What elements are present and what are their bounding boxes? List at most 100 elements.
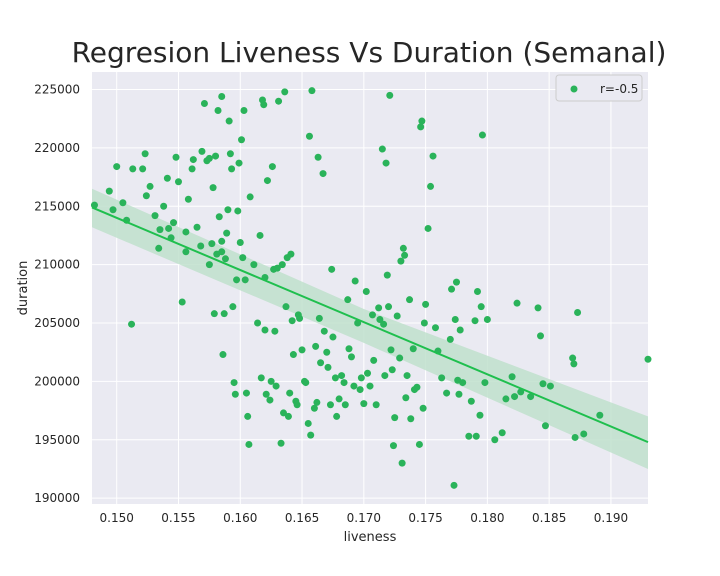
data-point	[109, 206, 117, 214]
data-point	[471, 317, 479, 325]
data-point	[139, 165, 147, 173]
legend-box	[555, 74, 643, 102]
y-tick-label: 195000	[34, 433, 80, 447]
data-point	[406, 296, 414, 304]
data-point	[644, 355, 652, 363]
y-tick-label: 220000	[34, 141, 80, 155]
data-point	[452, 278, 460, 286]
data-point	[282, 303, 290, 311]
data-point	[424, 224, 432, 232]
data-point	[478, 131, 486, 139]
data-point	[455, 390, 463, 398]
data-point	[399, 244, 407, 252]
data-point	[527, 393, 535, 401]
data-point	[209, 184, 217, 192]
y-tick-label: 210000	[34, 258, 80, 272]
data-point	[570, 360, 578, 368]
y-tick-label: 225000	[34, 83, 80, 97]
data-point	[476, 411, 484, 419]
data-point	[272, 382, 280, 390]
data-point	[218, 237, 226, 245]
data-point	[422, 300, 430, 308]
data-point	[438, 374, 446, 382]
data-point	[128, 320, 136, 328]
data-point	[345, 345, 353, 353]
data-point	[539, 380, 547, 388]
data-point	[278, 261, 286, 269]
data-point	[260, 101, 268, 109]
data-point	[172, 153, 180, 161]
data-point	[219, 351, 227, 359]
data-point	[546, 382, 554, 390]
data-point	[160, 202, 168, 210]
data-point	[254, 319, 262, 327]
data-point	[129, 165, 137, 173]
data-point	[502, 395, 510, 403]
data-point	[178, 298, 186, 306]
data-point	[193, 223, 201, 231]
data-point	[170, 219, 178, 227]
data-point	[184, 195, 192, 203]
data-point	[326, 401, 334, 409]
data-point	[477, 303, 485, 311]
data-point	[287, 250, 295, 258]
data-point	[541, 422, 549, 430]
data-point	[268, 163, 276, 171]
data-point	[398, 459, 406, 467]
data-point	[182, 248, 190, 256]
data-point	[275, 97, 283, 105]
x-axis-label: liveness	[344, 530, 397, 545]
data-point	[347, 353, 355, 361]
data-point	[391, 414, 399, 422]
data-point	[105, 187, 113, 195]
data-point	[397, 257, 405, 265]
data-point	[320, 327, 328, 335]
regression-line-group	[91, 206, 649, 444]
data-point	[402, 394, 410, 402]
data-point	[443, 389, 451, 397]
data-point	[407, 415, 415, 423]
data-point	[324, 363, 332, 371]
y-axis-ticks: 190000 195000 200000 205000 210000 215000 2200…	[34, 83, 80, 506]
y-tick-label: 205000	[34, 316, 80, 330]
data-point	[174, 178, 182, 186]
data-point	[296, 314, 304, 322]
data-point	[386, 91, 394, 99]
data-point	[574, 309, 582, 317]
data-point	[357, 374, 365, 382]
legend: r=-0.5	[555, 74, 643, 102]
legend-marker	[570, 85, 578, 93]
data-point	[244, 412, 252, 420]
data-point	[418, 117, 426, 125]
data-point	[317, 359, 325, 367]
data-point	[188, 165, 196, 173]
data-point	[257, 374, 265, 382]
data-point	[382, 159, 390, 167]
data-point	[221, 255, 229, 263]
data-point	[375, 304, 383, 312]
data-point	[356, 386, 364, 394]
data-point	[233, 276, 241, 284]
x-tick-label: 0.175	[408, 511, 442, 525]
data-point	[231, 390, 239, 398]
x-tick-label: 0.190	[594, 511, 628, 525]
data-point	[315, 314, 323, 322]
data-point	[223, 229, 231, 237]
data-point	[310, 404, 318, 412]
data-point	[208, 240, 216, 248]
data-point	[329, 333, 337, 341]
data-point	[360, 400, 368, 408]
y-tick-label: 215000	[34, 199, 80, 213]
data-point	[537, 332, 545, 340]
data-point	[498, 429, 506, 437]
data-point	[146, 182, 154, 190]
data-point	[163, 174, 171, 182]
data-point	[155, 244, 163, 252]
data-point	[267, 377, 275, 385]
data-point	[389, 442, 397, 450]
y-tick-label: 190000	[34, 491, 80, 505]
data-point	[281, 88, 289, 96]
data-point	[313, 398, 321, 406]
data-point	[205, 154, 213, 162]
data-point	[417, 123, 425, 131]
